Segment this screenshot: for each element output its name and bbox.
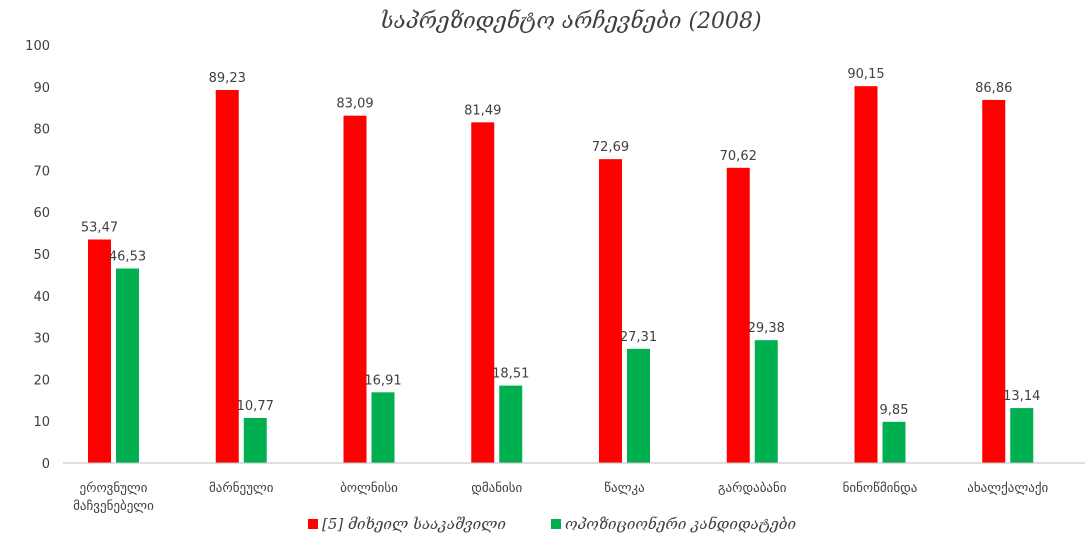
bar-opposition <box>627 348 650 463</box>
bar-opposition <box>371 392 395 463</box>
y-tick-label: 20 <box>33 373 50 388</box>
data-label: 10,77 <box>237 399 274 414</box>
y-tick-label: 30 <box>33 332 50 347</box>
x-axis: ეროვნული მაჩვენებელი მარნეული ბოლნისი დმანის… <box>63 462 1085 514</box>
bar-saakashvili <box>982 99 1006 463</box>
bars: 53,47 46,53 89,23 10,77 83,09 16,91 81,49 18,51… <box>81 67 1040 464</box>
chart-title: საპრეზიდენტო არჩევნები (2008) <box>380 8 761 34</box>
category-label: გარდაბანი <box>718 481 787 496</box>
bar-opposition <box>1010 408 1034 463</box>
y-axis: 0 10 20 30 40 50 60 70 80 90 100 <box>25 39 50 472</box>
data-label: 13,14 <box>1003 389 1040 404</box>
bar-saakashvili <box>471 122 495 464</box>
y-tick-label: 60 <box>33 206 50 221</box>
y-tick-label: 50 <box>33 248 50 263</box>
data-label: 27,31 <box>620 330 657 345</box>
y-tick-label: 70 <box>33 164 50 179</box>
legend: [5] მიხეილ სააკაშვილი ოპოზიციონერი კანდიდ… <box>308 515 796 533</box>
data-label: 46,53 <box>109 250 146 265</box>
data-label: 16,91 <box>364 373 401 388</box>
data-label: 81,49 <box>464 103 501 118</box>
category-label: ნინოწმინდა <box>843 481 918 496</box>
bar-opposition <box>116 268 139 463</box>
category-label: ახალქალაქი <box>967 481 1048 496</box>
data-label: 18,51 <box>492 367 529 382</box>
y-tick-label: 90 <box>33 81 50 96</box>
category-label: მარნეული <box>209 481 274 496</box>
bar-saakashvili <box>215 90 239 463</box>
bar-opposition <box>243 417 267 463</box>
legend-label: [5] მიხეილ სააკაშვილი <box>322 515 506 533</box>
bar-opposition <box>882 421 906 463</box>
y-tick-label: 100 <box>25 39 50 54</box>
data-label: 89,23 <box>209 71 246 86</box>
legend-swatch <box>551 519 561 529</box>
data-label: 9,85 <box>880 403 909 418</box>
y-tick-label: 40 <box>33 290 50 305</box>
data-label: 72,69 <box>592 140 629 155</box>
bar-opposition <box>754 340 778 463</box>
data-label: 53,47 <box>81 220 118 235</box>
legend-swatch <box>308 519 318 529</box>
category-label: დმანისი <box>471 481 522 496</box>
data-label: 90,15 <box>847 67 884 82</box>
data-label: 83,09 <box>336 97 373 112</box>
data-label: 70,62 <box>720 149 757 164</box>
data-label: 86,86 <box>975 81 1012 96</box>
bar-saakashvili <box>599 159 622 463</box>
bar-saakashvili <box>726 167 750 463</box>
bar-saakashvili <box>343 115 367 463</box>
data-label: 29,38 <box>748 321 785 336</box>
category-label: მაჩვენებელი <box>73 499 154 514</box>
category-label: ბოლნისი <box>340 481 398 496</box>
category-label: წალკა <box>604 481 644 496</box>
legend-label: ოპოზიციონერი კანდიდატები <box>565 515 796 533</box>
y-tick-label: 0 <box>42 457 50 472</box>
y-tick-label: 80 <box>33 123 50 138</box>
category-label: ეროვნული <box>80 481 148 496</box>
y-tick-label: 10 <box>33 415 50 430</box>
bar-opposition <box>499 385 523 463</box>
bar-saakashvili <box>88 239 111 463</box>
bar-saakashvili <box>854 86 878 463</box>
